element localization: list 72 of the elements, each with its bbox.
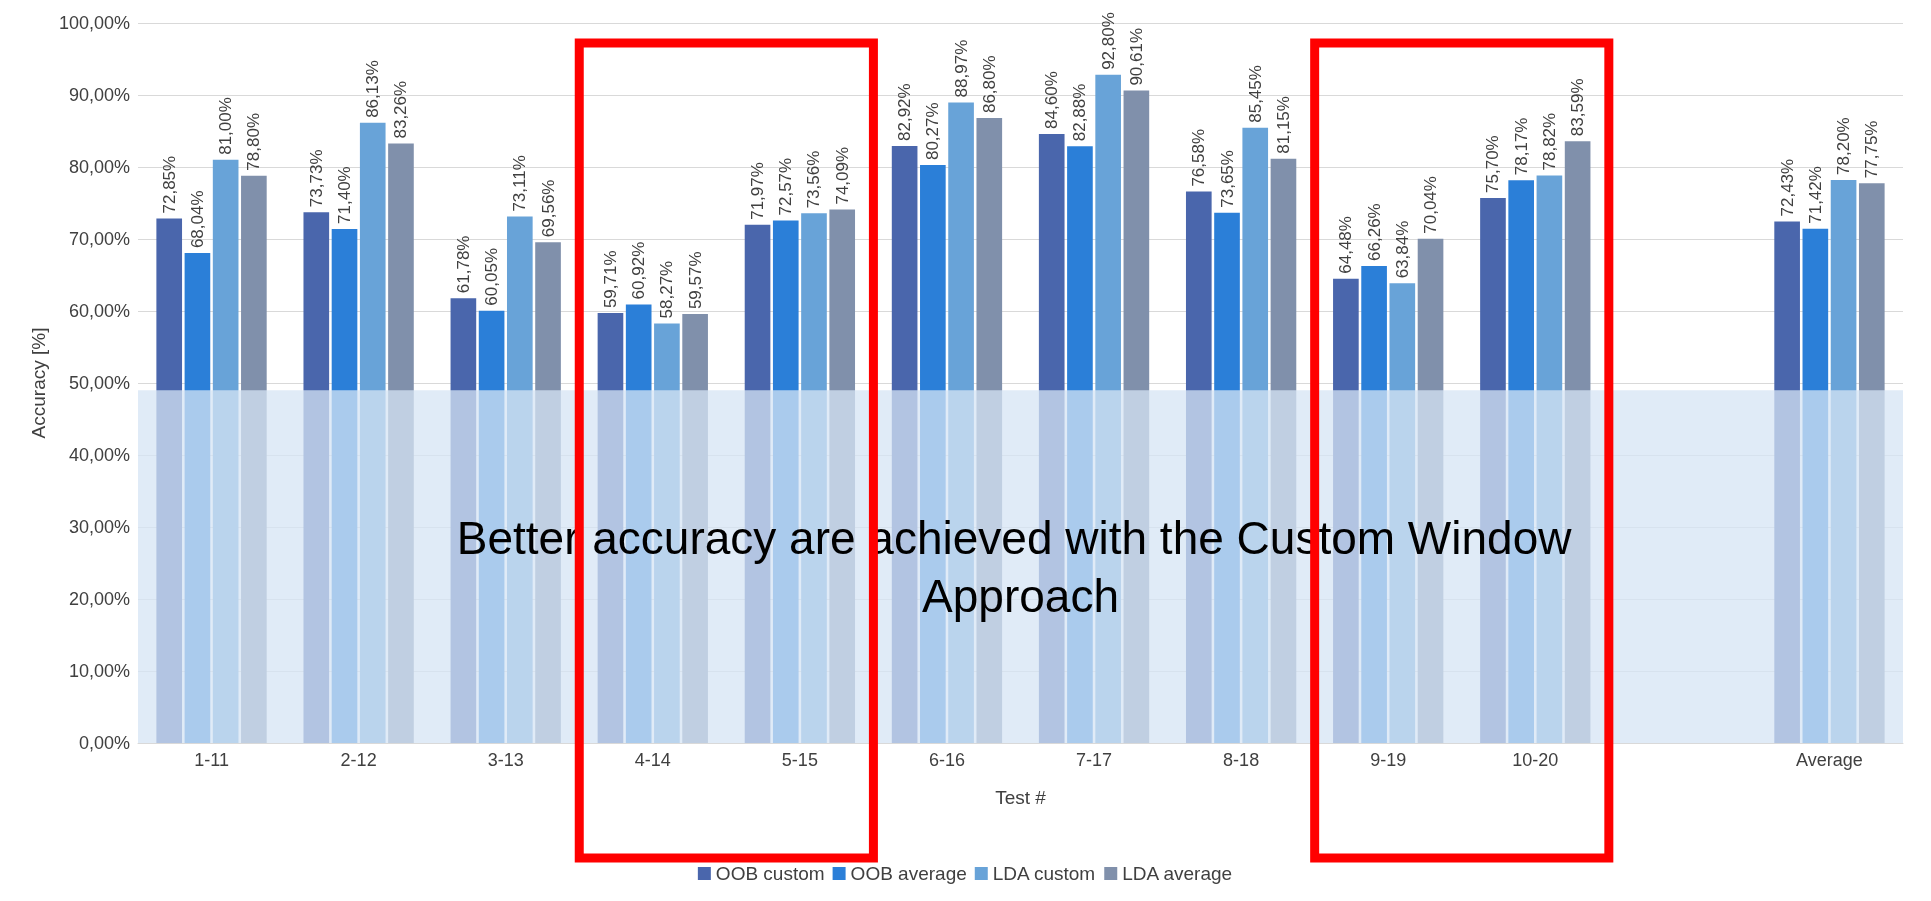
x-tick-label: Average (1796, 750, 1863, 770)
data-label: 85,45% (1245, 65, 1265, 123)
x-tick-label: 1-11 (194, 750, 229, 770)
data-label: 83,26% (391, 80, 411, 139)
data-label: 71,42% (1805, 166, 1825, 224)
y-axis-title: Accuracy [%] (28, 327, 49, 439)
data-label: 64,48% (1336, 216, 1356, 274)
data-label: 78,17% (1511, 117, 1531, 176)
data-label: 71,97% (748, 162, 768, 220)
x-tick-label: 8-18 (1223, 750, 1260, 770)
data-label: 81,00% (216, 97, 236, 155)
data-label: 72,85% (159, 155, 179, 214)
data-label: 73,65% (1217, 150, 1237, 208)
data-label: 82,88% (1070, 83, 1090, 142)
data-label: 84,60% (1042, 71, 1062, 129)
x-tick-label: 2-12 (340, 750, 377, 770)
legend-label: OOB custom (715, 863, 825, 884)
y-tick-label: 90,00% (68, 85, 130, 105)
data-label: 82,92% (895, 83, 915, 141)
y-tick-label: 60,00% (68, 301, 130, 321)
data-label: 73,56% (804, 150, 824, 209)
y-tick-label: 20,00% (68, 589, 130, 609)
x-tick-label: 5-15 (781, 750, 818, 770)
legend-label: LDA average (1122, 863, 1233, 884)
data-label: 78,80% (244, 112, 264, 171)
y-tick-label: 80,00% (68, 157, 130, 177)
y-tick-label: 70,00% (68, 229, 130, 249)
y-tick-label: 0,00% (78, 733, 130, 753)
data-label: 83,59% (1568, 78, 1588, 137)
data-label: 63,84% (1392, 220, 1412, 279)
data-label: 61,78% (453, 235, 473, 294)
x-tick-label: 10-20 (1512, 750, 1559, 770)
y-tick-label: 50,00% (68, 373, 130, 393)
y-tick-label: 40,00% (68, 445, 130, 465)
data-label: 73,73% (306, 149, 326, 208)
data-label: 72,43% (1777, 158, 1797, 217)
data-label: 66,26% (1364, 203, 1384, 261)
x-tick-label: 6-16 (928, 750, 965, 770)
y-tick-label: 30,00% (68, 517, 130, 537)
data-label: 69,56% (538, 179, 558, 238)
data-label: 70,04% (1421, 176, 1441, 234)
data-label: 60,92% (629, 241, 649, 300)
data-label: 74,09% (832, 146, 852, 205)
x-axis-title: Test # (995, 787, 1047, 808)
legend-label: OOB average (850, 863, 967, 884)
data-label: 78,82% (1539, 112, 1559, 171)
data-label: 86,80% (979, 55, 999, 114)
y-tick-label: 10,00% (68, 661, 130, 681)
data-label: 80,27% (923, 102, 943, 161)
data-label: 92,80% (1098, 12, 1118, 70)
data-label: 81,15% (1273, 96, 1293, 154)
y-tick-label: 100,00% (58, 13, 130, 33)
data-label: 73,11% (510, 155, 530, 212)
data-label: 60,05% (482, 247, 502, 306)
data-label: 68,04% (187, 190, 207, 249)
x-tick-label: 3-13 (487, 750, 524, 770)
data-label: 59,57% (685, 251, 705, 310)
data-label: 59,71% (600, 250, 620, 309)
data-label: 58,27% (657, 260, 677, 319)
x-tick-label: 4-14 (634, 750, 671, 770)
data-label: 72,57% (776, 157, 796, 216)
data-label: 76,58% (1189, 128, 1209, 187)
x-tick-label: 7-17 (1076, 750, 1113, 770)
x-tick-label: 9-19 (1370, 750, 1407, 770)
data-label: 75,70% (1483, 135, 1503, 193)
data-label: 71,40% (335, 166, 355, 224)
data-label: 90,61% (1126, 27, 1146, 86)
data-label: 77,75% (1862, 120, 1882, 179)
data-label: 86,13% (363, 60, 383, 118)
data-label: 78,20% (1834, 117, 1854, 175)
legend-label: LDA custom (992, 863, 1096, 884)
data-label: 88,97% (951, 39, 971, 98)
